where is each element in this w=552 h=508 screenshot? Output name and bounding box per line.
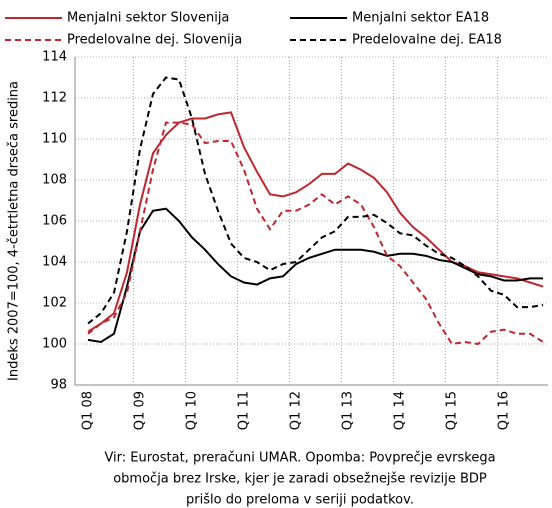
- x-tick-label: Q1 08: [81, 391, 96, 430]
- x-tick-label: Q1 11: [237, 391, 252, 430]
- y-tick-label: 100: [42, 337, 67, 352]
- y-tick-label: 110: [42, 132, 67, 147]
- source-note: območja brez Irske, kjer je zaradi obsež…: [113, 472, 487, 487]
- x-tick-label: Q1 10: [185, 391, 200, 430]
- legend-label: Predelovalne dej. Slovenija: [67, 33, 242, 48]
- y-tick-label: 114: [42, 50, 67, 65]
- x-tick-label: Q1 12: [289, 391, 304, 430]
- series-line: [87, 111, 544, 333]
- y-tick-label: 108: [42, 173, 67, 188]
- series-line: [87, 121, 544, 346]
- x-tick-label: Q1 13: [341, 391, 356, 430]
- x-tick-label: Q1 09: [133, 391, 148, 430]
- source-note: prišlo do preloma v seriji podatkov.: [186, 493, 414, 508]
- y-tick-label: 98: [50, 378, 67, 393]
- y-tick-label: 106: [42, 214, 67, 229]
- legend-label: Menjalni sektor EA18: [352, 11, 489, 26]
- source-note: Vir: Eurostat, preračuni UMAR. Opomba: P…: [104, 451, 495, 466]
- x-tick-label: Q1 14: [393, 391, 408, 430]
- series-line: [87, 76, 544, 325]
- series-line: [87, 207, 543, 343]
- y-axis-label: Indeks 2007=100, 4-četrtletna drseča sre…: [7, 81, 22, 381]
- legend-label: Predelovalne dej. EA18: [352, 33, 502, 48]
- y-tick-label: 104: [42, 255, 67, 270]
- legend-label: Menjalni sektor Slovenija: [67, 11, 229, 26]
- x-tick-label: Q1 16: [497, 391, 512, 430]
- x-tick-label: Q1 15: [445, 391, 460, 430]
- y-tick-label: 112: [42, 91, 67, 106]
- y-tick-label: 102: [42, 296, 67, 311]
